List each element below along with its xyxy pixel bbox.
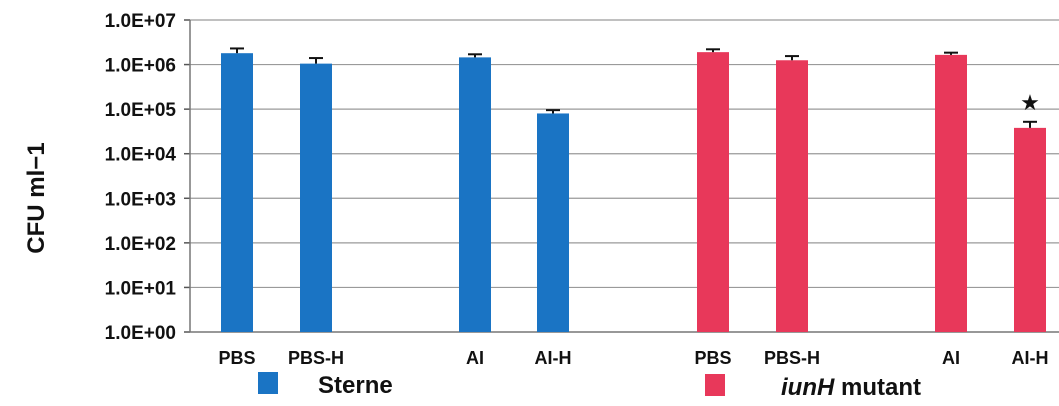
bar-sterne-ai-h (537, 113, 569, 332)
legend-swatch-sterne (258, 372, 278, 394)
y-tick-label: 1.0E+03 (105, 189, 176, 210)
annotations: ★ (1020, 91, 1040, 116)
y-axis-label: CFU ml−1 (23, 142, 50, 253)
x-tick-label: AI-H (535, 348, 572, 368)
x-tick-label: AI-H (1012, 348, 1049, 368)
y-tick-labels: 1.0E+00 1.0E+01 1.0E+02 1.0E+03 1.0E+04 1.0E+… (105, 11, 177, 344)
grid-lines (184, 19, 1059, 333)
legend-label-rest: mutant (834, 374, 921, 401)
y-tick-label: 1.0E+06 (105, 56, 176, 77)
axes (189, 20, 1059, 333)
y-tick-label: 1.0E+07 (105, 11, 176, 32)
error-bars (230, 47, 1037, 128)
x-tick-label: PBS (218, 348, 255, 368)
legend-swatch-iunh-mutant (705, 374, 725, 396)
x-tick-labels: PBS PBS-H AI AI-H PBS PBS-H AI AI-H (218, 348, 1048, 368)
bar-sterne-pbs-h (300, 63, 332, 333)
bar-sterne-pbs (221, 53, 253, 332)
y-tick-label: 1.0E+00 (105, 323, 176, 344)
x-tick-label: PBS-H (288, 348, 344, 368)
legend-label-sterne: Sterne (318, 372, 393, 399)
bar-iunh-mutant-ai (935, 54, 967, 332)
x-tick-label: PBS-H (764, 348, 820, 368)
significance-star-icon: ★ (1020, 91, 1040, 116)
legend: Sterne iunH mutant (258, 372, 921, 401)
y-tick-label: 1.0E+01 (105, 278, 177, 299)
bar-iunh-mutant-pbs (697, 52, 729, 333)
y-tick-label: 1.0E+02 (105, 234, 176, 255)
y-tick-label: 1.0E+04 (105, 145, 177, 166)
legend-label-iunh-mutant: iunH mutant (781, 374, 921, 401)
legend-label-italic: iunH (781, 374, 835, 401)
y-tick-label: 1.0E+05 (105, 100, 177, 121)
x-tick-label: AI (942, 348, 960, 368)
x-tick-label: PBS (694, 348, 731, 368)
bar-iunh-mutant-ai-h (1014, 127, 1046, 333)
bars (221, 52, 1046, 333)
bar-sterne-ai (459, 57, 491, 332)
bar-iunh-mutant-pbs-h (776, 60, 808, 332)
x-tick-label: AI (466, 348, 484, 368)
